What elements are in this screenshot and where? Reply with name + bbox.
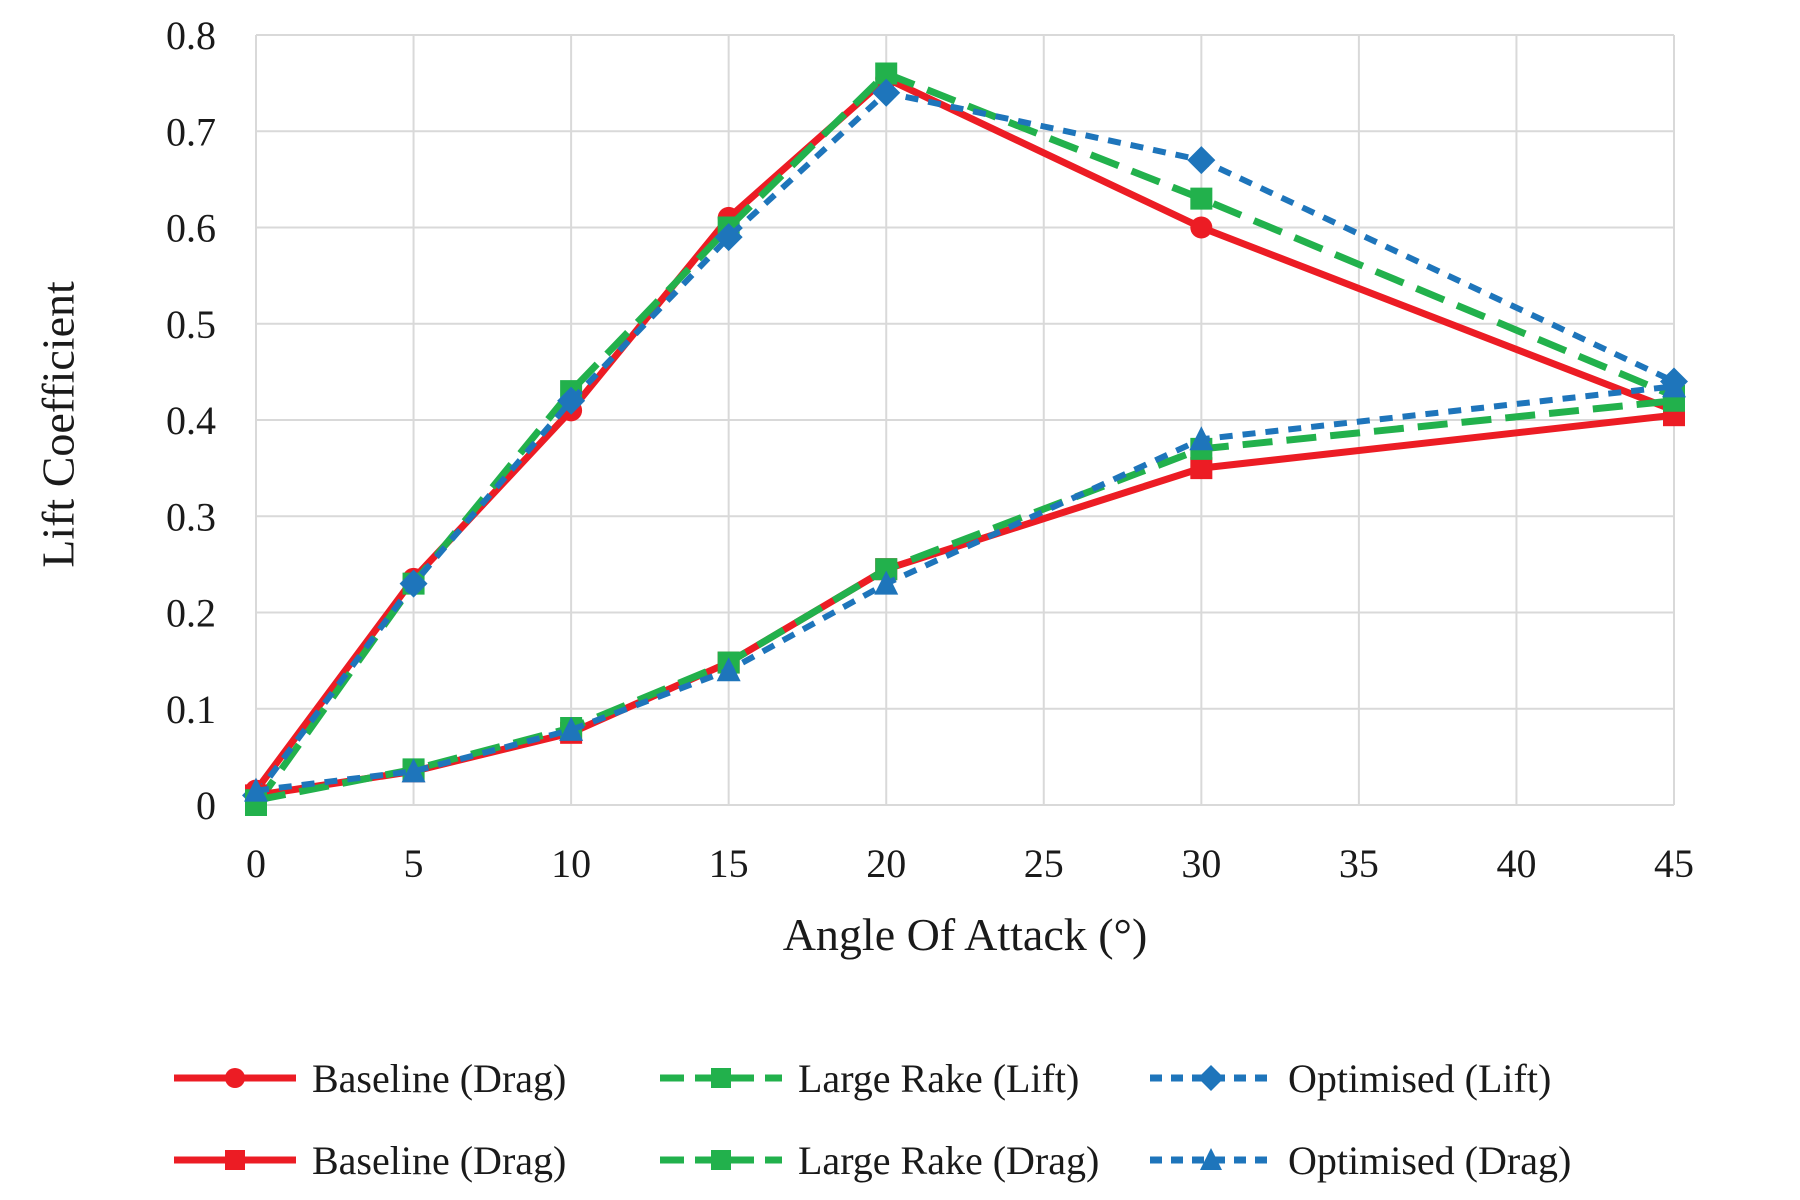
legend-swatch-square [174,1150,296,1170]
diamond-marker [714,223,743,252]
triangle-marker [716,657,741,682]
y-tick-label: 0.2 [166,591,216,636]
series-line [253,74,1676,793]
y-tick-label: 0.3 [166,494,216,539]
y-tick-label: 0.8 [166,13,216,58]
square-icon [711,1068,731,1088]
y-tick-label: 0.7 [166,109,216,154]
y-tick-label: 0.5 [166,302,216,347]
series-large-rake-drag-drag [245,389,1685,812]
x-tick-label: 45 [1654,841,1694,886]
series-optimised-drag-drag [244,373,1686,802]
legend-label: Optimised (Lift) [1288,1055,1552,1101]
legend-swatch-square [660,1068,782,1088]
tick-labels: 0 5 10 15 20 25 30 35 40 45 0 0.1 0.2 0.3 0.4 0.5 0.6 0.7… [166,13,1694,886]
diamond-marker [399,569,428,598]
legend-label: Large Rake (Lift) [798,1055,1080,1101]
diamond-marker [557,386,586,415]
square-icon [225,1150,245,1170]
triangle-marker [874,570,899,595]
series-baseline-drag-drag [245,404,1685,807]
triangle-icon [1200,1148,1222,1170]
x-tick-label: 10 [551,841,591,886]
triangle-marker [244,777,268,802]
x-tick-label: 35 [1339,841,1379,886]
diamond-marker [872,78,901,107]
y-tick-label: 0.6 [166,206,216,251]
legend-label: Large Rake (Drag) [798,1137,1100,1183]
triangle-marker [1662,373,1686,398]
legend-item-large-rake-lift-lift: Large Rake (Lift) [658,1052,1079,1104]
legend-item-large-rake-drag-drag: Large Rake (Drag) [658,1134,1099,1186]
legend-item-baseline-drag-lift: Baseline (Drag) [172,1052,566,1104]
series-line [255,397,1675,804]
square-marker [875,558,898,581]
legend-label: Baseline (Drag) [312,1055,567,1101]
legend-swatch-square [660,1150,782,1170]
y-tick-label: 0 [196,783,216,828]
x-tick-label: 40 [1496,841,1536,886]
x-axis-title: Angle Of Attack (°) [782,909,1148,960]
legend-item-optimised-lift-lift: Optimised (Lift) [1148,1052,1551,1104]
legend-swatch-circle [174,1068,296,1088]
series-optimised-lift-lift [242,78,1688,810]
legend-label: Optimised (Drag) [1288,1137,1572,1183]
y-tick-label: 0.4 [166,398,216,443]
x-tick-label: 15 [709,841,749,886]
x-tick-label: 30 [1181,841,1221,886]
diamond-marker [1187,146,1216,175]
legend-item-baseline-drag-drag: Baseline (Drag) [172,1134,566,1186]
circle-marker [1190,216,1213,239]
y-axis-title: Lift Coefficient [32,281,84,568]
square-marker [1190,457,1213,480]
series-line [255,411,1675,799]
x-tick-label: 25 [1024,841,1064,886]
x-tick-label: 0 [246,841,266,886]
gridlines [255,34,1675,806]
legend-label: Baseline (Drag) [312,1137,567,1183]
chart-plot-area: 0 5 10 15 20 25 30 35 40 45 0 0.1 0.2 0.3 0.4 0.5 0.6 0.7… [166,13,1694,886]
x-tick-label: 20 [866,841,906,886]
series-line [255,383,1675,794]
x-tick-label: 5 [404,841,424,886]
series-baseline-drag-lift [245,67,1685,802]
diamond-icon [1198,1065,1224,1091]
legend-swatch-triangle [1150,1148,1272,1170]
triangle-marker [1189,426,1214,451]
y-tick-label: 0.1 [166,687,216,732]
circle-icon [225,1068,245,1088]
triangle-marker [559,716,584,741]
triangle-marker [401,758,426,783]
square-icon [711,1150,731,1170]
square-marker [1190,187,1213,210]
legend-item-optimised-drag-drag: Optimised (Drag) [1148,1134,1571,1186]
series-line [253,89,1676,798]
square-marker [875,62,898,85]
legend-swatch-diamond [1150,1065,1272,1091]
